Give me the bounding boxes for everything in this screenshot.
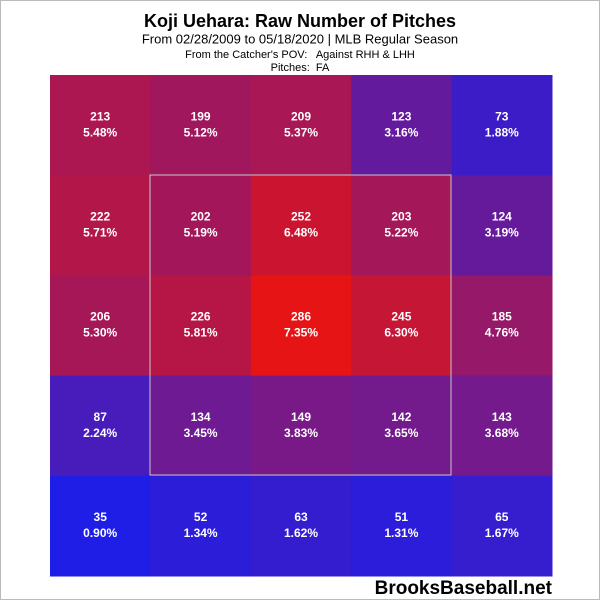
percent-label: 3.45% (184, 426, 218, 440)
cell (50, 375, 151, 477)
cell (250, 175, 352, 276)
count-label: 65 (495, 510, 509, 524)
cell (351, 375, 453, 477)
count-label: 51 (395, 510, 409, 524)
cell (150, 475, 252, 577)
cell (150, 375, 252, 477)
count-label: 123 (391, 109, 411, 123)
count-label: 149 (291, 410, 311, 424)
cell (351, 475, 453, 577)
count-label: 226 (191, 310, 211, 324)
count-label: 199 (191, 109, 211, 123)
count-label: 73 (495, 109, 509, 123)
cell (351, 175, 453, 276)
percent-label: 3.16% (384, 125, 418, 139)
percent-label: 5.12% (184, 125, 218, 139)
percent-label: 2.24% (83, 426, 117, 440)
cell (351, 75, 453, 176)
count-label: 213 (90, 109, 110, 123)
cell (451, 275, 553, 377)
note: Pitches: FA (271, 62, 330, 74)
cell (50, 475, 151, 577)
cell (351, 275, 453, 377)
cell (150, 175, 252, 276)
percent-label: 1.31% (384, 526, 418, 540)
count-label: 52 (194, 510, 208, 524)
cell (50, 75, 151, 176)
count-label: 134 (191, 410, 211, 424)
count-label: 202 (191, 209, 211, 223)
percent-label: 1.34% (184, 526, 218, 540)
cell (50, 175, 151, 276)
count-label: 185 (492, 310, 512, 324)
percent-label: 1.67% (485, 526, 519, 540)
percent-label: 5.19% (184, 225, 218, 239)
note: From the Catcher's POV: Against RHH & LH… (185, 49, 415, 61)
cell (250, 275, 352, 377)
percent-label: 3.83% (284, 426, 318, 440)
cell (451, 375, 553, 477)
count-label: 124 (492, 209, 512, 223)
count-label: 286 (291, 310, 311, 324)
count-label: 206 (90, 310, 110, 324)
percent-label: 5.22% (384, 225, 418, 239)
percent-label: 6.48% (284, 225, 318, 239)
percent-label: 3.65% (384, 426, 418, 440)
percent-label: 3.19% (485, 225, 519, 239)
cell (250, 375, 352, 477)
count-label: 252 (291, 209, 311, 223)
chart-title: Koji Uehara: Raw Number of Pitches (144, 11, 456, 31)
watermark: BrooksBaseball.net (375, 578, 553, 599)
cell (451, 475, 553, 577)
percent-label: 4.76% (485, 326, 519, 340)
count-label: 35 (94, 510, 108, 524)
cell (150, 275, 252, 377)
percent-label: 5.30% (83, 326, 117, 340)
count-label: 245 (391, 310, 411, 324)
count-label: 63 (294, 510, 308, 524)
percent-label: 5.48% (83, 125, 117, 139)
percent-label: 5.81% (184, 326, 218, 340)
cell (250, 475, 352, 577)
cell (451, 75, 553, 176)
count-label: 222 (90, 209, 110, 223)
percent-label: 5.37% (284, 125, 318, 139)
heatmap: 213 5.48% 199 5.12% 209 5.37% 123 3.16% 73 1.88% 2… (50, 75, 553, 577)
count-label: 87 (94, 410, 108, 424)
percent-label: 5.71% (83, 225, 117, 239)
percent-label: 0.90% (83, 526, 117, 540)
percent-label: 1.62% (284, 526, 318, 540)
cell (250, 75, 352, 176)
count-label: 142 (391, 410, 411, 424)
percent-label: 1.88% (485, 125, 519, 139)
percent-label: 7.35% (284, 326, 318, 340)
subtitle: From 02/28/2009 to 05/18/2020 | MLB Regu… (142, 31, 458, 46)
count-label: 143 (492, 410, 512, 424)
strike-zone (149, 174, 452, 476)
cell (150, 75, 252, 176)
cell (50, 275, 151, 377)
count-label: 209 (291, 109, 311, 123)
percent-label: 6.30% (384, 326, 418, 340)
count-label: 203 (391, 209, 411, 223)
percent-label: 3.68% (485, 426, 519, 440)
cell (451, 175, 553, 276)
